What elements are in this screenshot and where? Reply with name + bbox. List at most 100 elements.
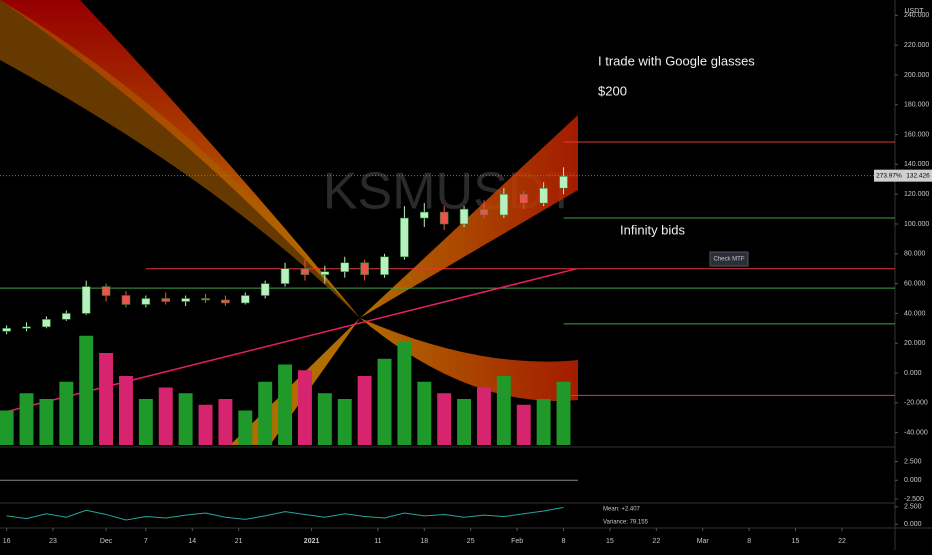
volume-bar	[238, 410, 253, 445]
candle-body	[459, 208, 469, 225]
volume-bar	[377, 358, 392, 445]
volume-bar	[99, 353, 114, 445]
candle-body	[61, 313, 71, 320]
volume-bar	[119, 376, 133, 445]
volume-bar	[138, 399, 153, 445]
volume-bar	[278, 364, 293, 445]
volume-bar	[178, 393, 193, 445]
volume-bar	[298, 370, 312, 445]
volume-bar	[317, 393, 332, 445]
x-tick-label: Feb	[511, 538, 523, 545]
price-tag	[874, 169, 904, 182]
candle-body	[419, 211, 429, 219]
y-tick-label: 20.000	[904, 340, 926, 347]
volume-bar	[496, 376, 511, 445]
candle-body	[519, 193, 529, 204]
candle-body	[539, 187, 548, 204]
candle-body	[201, 298, 210, 301]
candle-body	[81, 286, 91, 314]
x-tick-label: 2021	[304, 538, 320, 545]
volume-bar	[437, 393, 452, 445]
volume-bar	[337, 399, 352, 445]
y-tick-label: 0.000	[904, 370, 922, 377]
y-tick-label: 2.500	[904, 458, 922, 465]
candle-body	[380, 256, 389, 275]
candle-body	[320, 271, 330, 275]
candle-body	[439, 211, 449, 225]
candle-body	[141, 298, 151, 305]
candle-body	[499, 193, 509, 216]
fan	[360, 115, 578, 318]
trend-line	[0, 267, 577, 414]
y-tick-label: 0.000	[904, 521, 922, 528]
x-tick-label: 15	[606, 538, 614, 545]
volume-bar	[417, 381, 432, 445]
candle-body	[2, 328, 11, 332]
x-tick-label: Dec	[100, 538, 113, 545]
y-tick-label: 240.000	[904, 12, 929, 19]
y-tick-label: 40.000	[904, 310, 926, 317]
candle-body	[559, 176, 568, 189]
volume-bar	[477, 387, 491, 445]
y-tick-label: 100.000	[904, 221, 929, 228]
candle-body	[42, 319, 51, 328]
price-tag	[904, 169, 932, 182]
x-tick-label: 23	[49, 538, 57, 545]
volume-bar	[158, 387, 173, 445]
x-tick-label: 7	[144, 538, 148, 545]
y-tick-label: 0.000	[904, 477, 922, 484]
annotation: Infinity bids	[620, 222, 686, 237]
note-box	[709, 251, 749, 267]
candle-body	[280, 268, 290, 284]
currency-label: USDT	[904, 8, 924, 15]
candle-body	[400, 217, 409, 258]
y-tick-label: 180.000	[904, 102, 929, 109]
y-tick-label: -20.000	[904, 400, 928, 407]
candle-body	[22, 326, 31, 329]
volume-bar	[357, 376, 372, 445]
oscillator-line	[6, 506, 564, 521]
volume-bar	[218, 399, 233, 445]
volume-bar	[59, 381, 74, 445]
y-tick-label: 140.000	[904, 161, 929, 168]
volume-bar	[39, 399, 54, 445]
volume-bar	[79, 335, 94, 445]
candle-body	[479, 208, 489, 216]
y-tick-label: 60.000	[904, 280, 926, 287]
candle-body	[221, 299, 230, 304]
candle-body	[360, 262, 369, 275]
x-tick-label: 11	[374, 538, 381, 545]
y-tick-label: -40.000	[904, 429, 928, 436]
volume-bar	[516, 404, 531, 445]
annotation: Check MTF	[713, 257, 744, 263]
y-tick-label: 2.500	[904, 504, 922, 511]
x-tick-label: 18	[420, 538, 428, 545]
y-tick-label: -2.500	[904, 496, 924, 503]
x-tick-label: 15	[792, 538, 800, 545]
osc-stat: Variance: 79.155	[603, 520, 649, 526]
y-tick-label: 120.000	[904, 191, 929, 198]
annotation: I trade with Google glasses	[598, 53, 755, 68]
volume-bar	[457, 399, 472, 445]
candle-body	[101, 286, 111, 296]
x-tick-label: 14	[188, 538, 196, 545]
x-tick-label: 16	[3, 538, 11, 545]
candle-body	[121, 295, 131, 305]
candle-body	[300, 268, 310, 275]
volume-bar	[536, 399, 551, 445]
x-tick-label: 21	[235, 538, 243, 545]
x-tick-label: 25	[467, 538, 475, 545]
change-label: 273.97%	[876, 172, 902, 179]
fan	[0, 0, 360, 318]
osc-stat: Mean: +2.407	[603, 507, 641, 513]
x-tick-label: 22	[838, 538, 846, 545]
volume-bar	[397, 341, 412, 445]
y-tick-label: 200.000	[904, 72, 929, 79]
volume-bar	[556, 381, 571, 445]
annotation: $200	[598, 83, 627, 98]
candle-body	[340, 262, 350, 272]
y-tick-label: 80.000	[904, 251, 926, 258]
candle-body	[260, 283, 270, 296]
y-tick-label: 220.000	[904, 42, 929, 49]
